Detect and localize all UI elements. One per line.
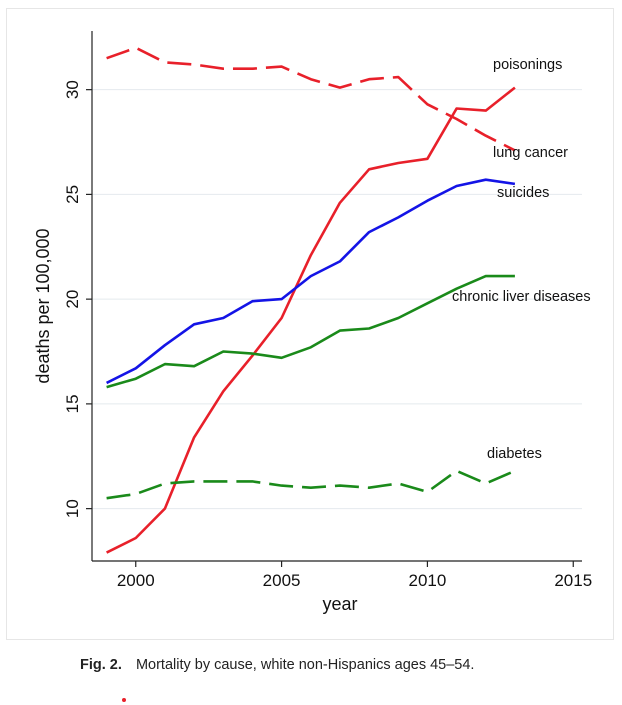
y-tick-label-15: 15 — [63, 394, 82, 413]
series-label-chronic-liver-diseases: chronic liver diseases — [452, 289, 591, 305]
red-dot-mark — [122, 698, 126, 702]
figure-caption: Fig. 2. Mortality by cause, white non-Hi… — [80, 657, 474, 673]
y-tick-label-10: 10 — [63, 499, 82, 518]
line-chart: 10 15 20 25 30 2000 2005 2010 2015 poisonings lun… — [33, 31, 592, 614]
x-tick-label-2010: 2010 — [409, 571, 447, 590]
figure-number: Fig. 2. — [80, 657, 122, 673]
series-line-suicides — [106, 178, 516, 385]
series-label-lung-cancer: lung cancer — [493, 145, 568, 161]
series-label-suicides: suicides — [497, 185, 549, 201]
y-tick-label-25: 25 — [63, 185, 82, 204]
axes: 10 15 20 25 30 2000 2005 2010 2015 — [63, 31, 592, 590]
series-line-diabetes — [106, 469, 516, 500]
series-line-poisonings — [106, 86, 516, 554]
series-labels: poisonings lung cancer suicides chronic liv… — [452, 57, 591, 462]
series-lines — [106, 46, 516, 554]
series-line-chronic-liver-diseases — [106, 274, 515, 389]
series-label-diabetes: diabetes — [487, 446, 542, 462]
y-tick-label-30: 30 — [63, 80, 82, 99]
series-line-lung-cancer — [106, 46, 516, 152]
x-tick-label-2005: 2005 — [263, 571, 301, 590]
x-axis-title: year — [322, 594, 357, 614]
y-axis-title: deaths per 100,000 — [33, 228, 53, 383]
y-tick-label-20: 20 — [63, 290, 82, 309]
x-tick-label-2015: 2015 — [554, 571, 592, 590]
grid-lines — [92, 89, 582, 510]
x-tick-label-2000: 2000 — [117, 571, 155, 590]
series-label-poisonings: poisonings — [493, 57, 562, 73]
caption-text: Mortality by cause, white non-Hispanics … — [135, 657, 475, 673]
figure-panel: 10 15 20 25 30 2000 2005 2010 2015 poisonings lun… — [6, 8, 614, 640]
